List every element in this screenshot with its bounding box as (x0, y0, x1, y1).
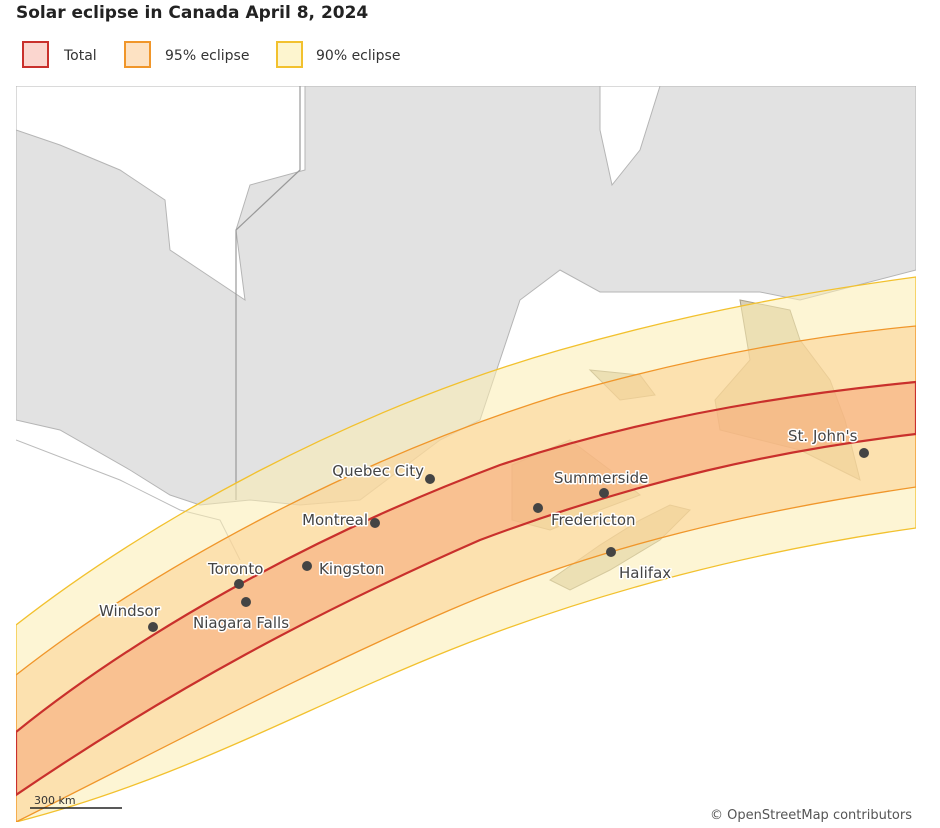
city-label: Montreal (302, 511, 368, 529)
city-dot (234, 579, 244, 589)
city-label: Toronto (207, 560, 263, 578)
scale-label: 300 km (34, 794, 76, 807)
city-label: Quebec City (332, 462, 424, 480)
legend-swatch (276, 41, 303, 68)
city-dot (533, 503, 543, 513)
city-dot (599, 488, 609, 498)
attribution: © OpenStreetMap contributors (710, 808, 912, 823)
hudson-bay (16, 86, 306, 302)
legend-label: 95% eclipse (165, 48, 249, 64)
legend-swatch (124, 41, 151, 68)
city-label: Windsor (99, 602, 161, 620)
legend-label: Total (63, 48, 97, 64)
city-label: Summerside (554, 469, 648, 487)
city-dot (606, 547, 616, 557)
band-total (16, 380, 916, 797)
city-dot (425, 474, 435, 484)
city-dot (241, 597, 251, 607)
city-dot (859, 448, 869, 458)
border (235, 86, 301, 500)
title: Solar eclipse in Canada April 8, 2024 (16, 3, 368, 23)
city-label: Niagara Falls (193, 614, 289, 632)
city-dot (302, 561, 312, 571)
map: Quebec City Montreal Kingston Toronto Ni… (16, 86, 916, 823)
bay (599, 86, 661, 187)
city-dot (148, 622, 158, 632)
city-dots (148, 448, 869, 632)
city-label: Halifax (619, 564, 671, 582)
city-label: Kingston (319, 560, 384, 578)
city-label: St. John's (788, 427, 858, 445)
legend-swatch (22, 41, 49, 68)
city-label: Fredericton (551, 511, 636, 529)
legend-label: 90% eclipse (316, 48, 400, 64)
legend: Total 95% eclipse 90% eclipse (22, 41, 400, 68)
city-dot (370, 518, 380, 528)
